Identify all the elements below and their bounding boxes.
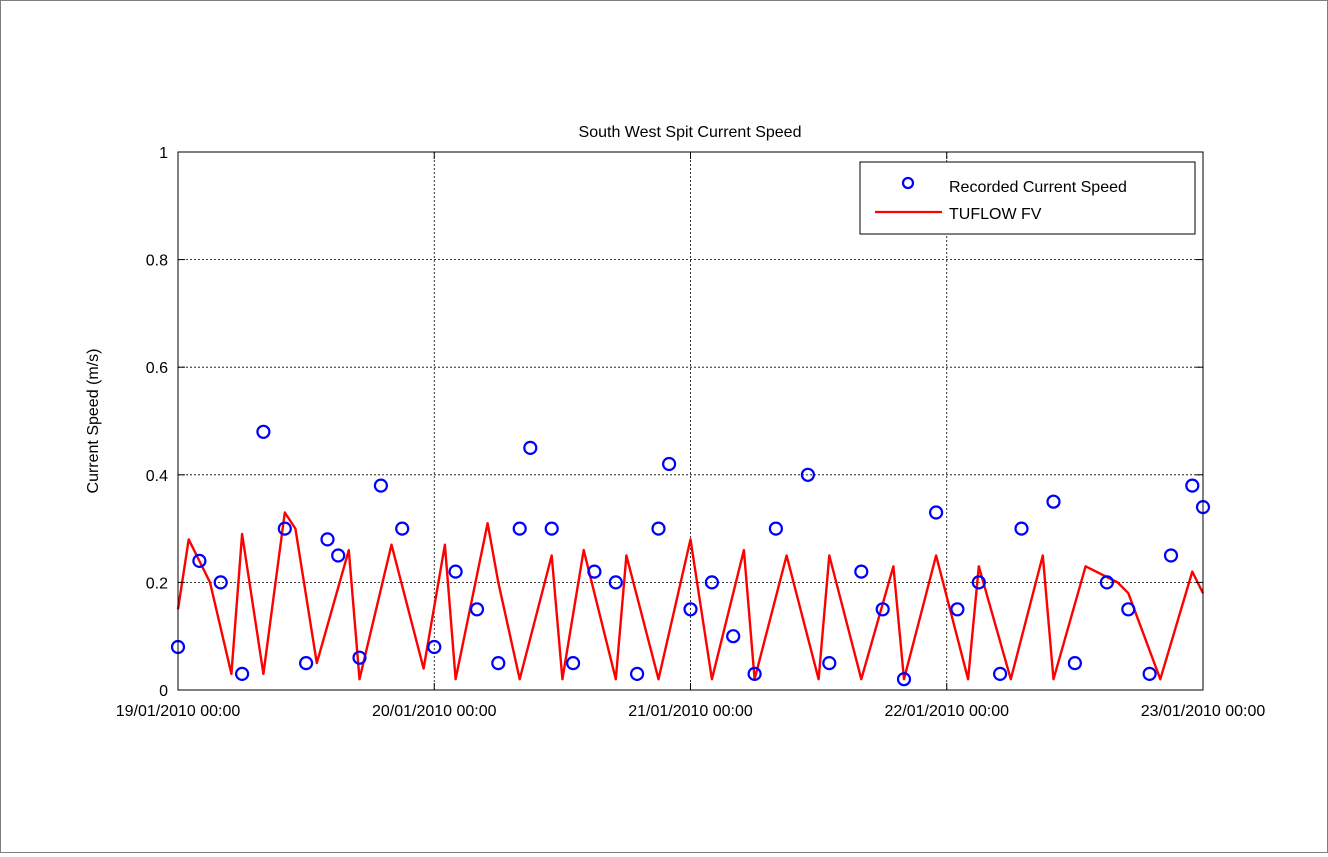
recorded-speed-point (1014, 521, 1029, 536)
recorded-speed-series (170, 424, 1211, 687)
recorded-speed-point (629, 666, 645, 682)
recorded-speed-point (565, 655, 581, 671)
recorded-speed-point (256, 424, 271, 439)
recorded-speed-point (373, 478, 388, 493)
recorded-speed-point (320, 532, 335, 547)
legend-label-tuflow: TUFLOW FV (949, 206, 1042, 223)
tuflow-fv-series (176, 511, 1205, 681)
recorded-speed-point (427, 639, 442, 655)
recorded-speed-point (1099, 575, 1115, 590)
recorded-speed-point (1067, 655, 1083, 671)
tuflow-fv-line (176, 511, 1205, 681)
recorded-speed-point (704, 575, 720, 590)
recorded-speed-point (192, 553, 207, 569)
legend-label-recorded: Recorded Current Speed (949, 179, 1127, 196)
recorded-speed-point (661, 456, 677, 472)
x-tick-label: 23/01/2010 00:00 (1141, 703, 1266, 720)
recorded-speed-point (352, 650, 367, 665)
chart-title: South West Spit Current Speed (579, 124, 802, 141)
y-tick-label: 0.4 (146, 468, 168, 485)
recorded-speed-point (950, 602, 965, 617)
recorded-speed-point (747, 666, 762, 682)
recorded-speed-point (491, 655, 506, 671)
y-tick-labels: 0 0.2 0.4 0.6 0.8 1 (146, 145, 168, 700)
recorded-speed-point (800, 467, 816, 482)
recorded-speed-point (448, 564, 463, 579)
recorded-speed-point (587, 564, 602, 579)
recorded-speed-point (1121, 602, 1136, 617)
legend-marker-recorded (901, 176, 915, 190)
recorded-speed-point (512, 521, 527, 536)
recorded-speed-point (277, 521, 292, 536)
recorded-speed-point (651, 521, 666, 536)
recorded-speed-point (928, 505, 944, 520)
y-tick-label: 0.2 (146, 575, 168, 592)
y-tick-label: 0.6 (146, 360, 168, 377)
recorded-speed-point (768, 521, 784, 536)
recorded-speed-point (1163, 548, 1179, 563)
recorded-speed-point (299, 655, 314, 671)
recorded-speed-point (469, 602, 485, 617)
x-tick-label: 22/01/2010 00:00 (884, 703, 1009, 720)
recorded-speed-point (726, 629, 741, 644)
axis-ticks (177, 151, 1204, 691)
y-axis-label: Current Speed (m/s) (85, 349, 102, 494)
recorded-speed-point (235, 666, 250, 682)
recorded-speed-point (875, 602, 890, 617)
recorded-speed-point (1046, 494, 1061, 509)
x-tick-labels: 19/01/2010 00:00 20/01/2010 00:00 21/01/20… (116, 703, 1266, 720)
y-tick-label: 1 (159, 145, 168, 162)
recorded-speed-point (331, 548, 346, 563)
recorded-speed-point (395, 521, 410, 536)
recorded-speed-point (854, 564, 869, 579)
recorded-speed-point (992, 666, 1008, 682)
recorded-speed-point (1185, 478, 1200, 493)
y-tick-label: 0 (159, 683, 168, 700)
recorded-speed-point (1142, 666, 1157, 682)
y-tick-label: 0.8 (146, 253, 168, 270)
recorded-speed-point (544, 521, 559, 536)
recorded-speed-point (822, 655, 837, 671)
recorded-speed-point (971, 575, 986, 590)
x-tick-label: 20/01/2010 00:00 (372, 703, 497, 720)
recorded-speed-point (213, 575, 228, 590)
legend: Recorded Current Speed TUFLOW FV (859, 161, 1196, 235)
x-tick-label: 19/01/2010 00:00 (116, 703, 241, 720)
recorded-speed-point (896, 672, 912, 687)
recorded-speed-point (608, 575, 623, 590)
legend-box (859, 161, 1196, 235)
recorded-speed-point (683, 602, 698, 617)
x-tick-label: 21/01/2010 00:00 (628, 703, 753, 720)
recorded-speed-point (523, 440, 538, 455)
